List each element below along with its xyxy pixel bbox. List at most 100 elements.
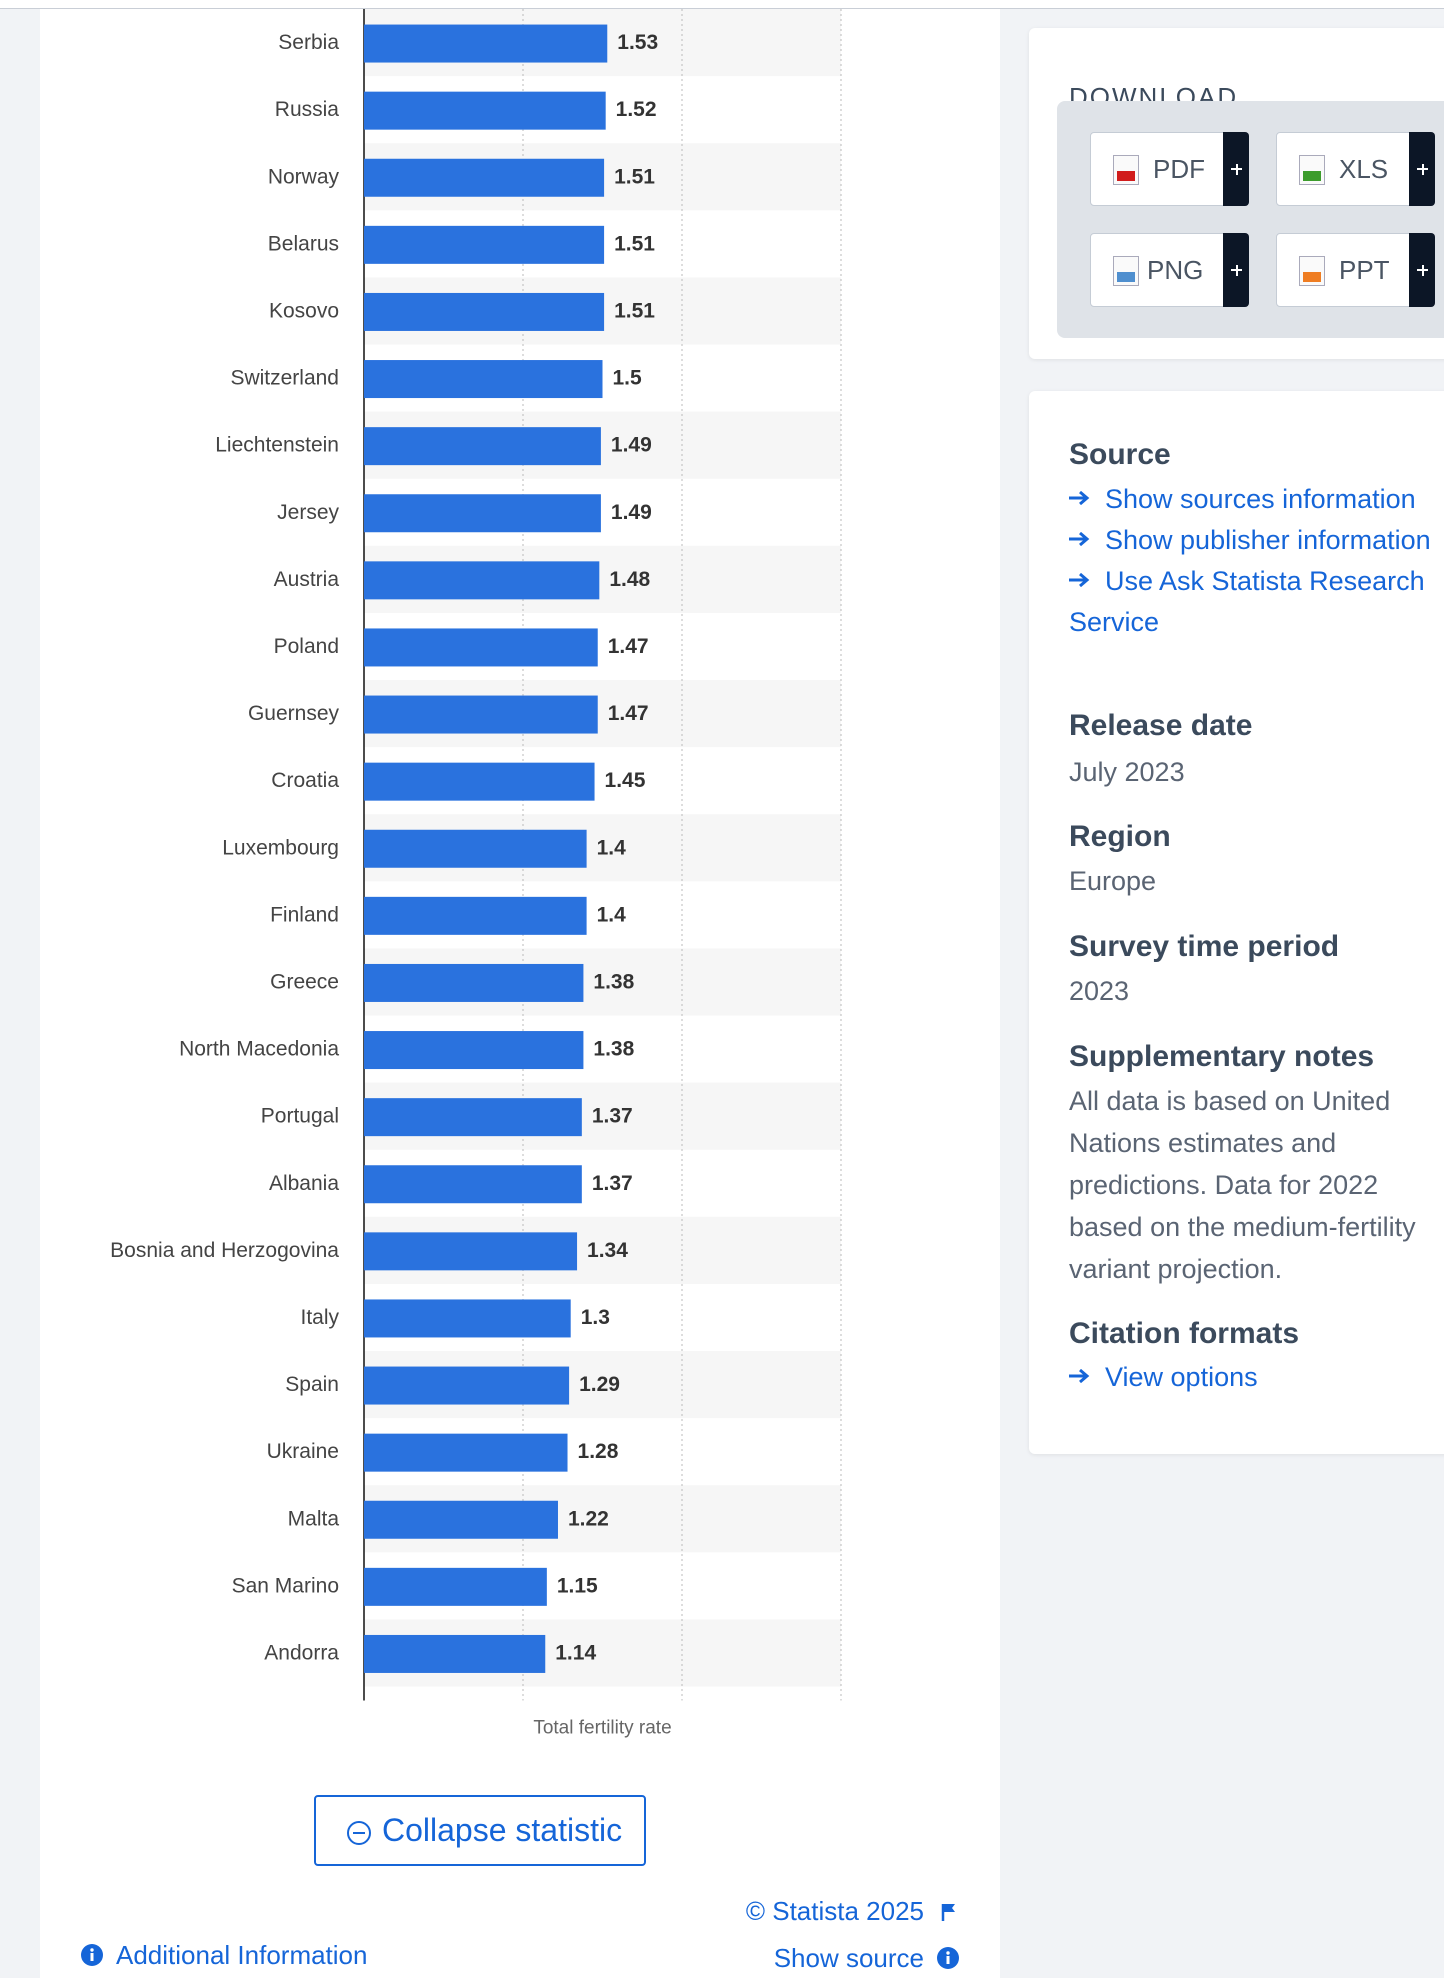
expand-button[interactable] (1223, 132, 1249, 206)
category-label: Norway (268, 165, 340, 188)
bar (364, 1232, 578, 1271)
section-value: 2023 (1069, 976, 1130, 1006)
statistic-card: Serbia 1.53 Russia 1.52 Norway 1.51 Belarus 1.5… (40, 9, 1000, 1978)
category-label: Switzerland (230, 367, 339, 390)
additional-information-link[interactable]: Additional Information (116, 1940, 368, 1970)
bar (364, 896, 587, 935)
format-label: PDF (1153, 154, 1205, 184)
category-label: Italy (300, 1306, 339, 1329)
bar (364, 360, 603, 399)
bar (364, 1366, 570, 1405)
category-label: Greece (270, 970, 339, 993)
value-label: 1.15 (557, 1574, 598, 1597)
bar (364, 963, 584, 1002)
bar (364, 225, 605, 264)
value-label: 1.47 (608, 635, 649, 658)
bar (364, 1299, 571, 1338)
bar (364, 561, 600, 600)
value-label: 1.52 (616, 98, 657, 121)
expand-button[interactable] (1223, 233, 1249, 307)
bar (364, 292, 605, 331)
value-label: 1.51 (614, 232, 655, 255)
category-label: Jersey (277, 501, 339, 524)
category-label: Luxembourg (222, 836, 339, 859)
top-bar (0, 0, 1444, 9)
download-button[interactable]: XLS (1276, 132, 1435, 206)
category-label: Andorra (264, 1641, 339, 1664)
value-label: 1.38 (593, 1038, 634, 1061)
file-icon (1113, 155, 1139, 185)
expand-button[interactable] (1409, 233, 1435, 307)
bar (364, 427, 601, 466)
arrow-icon (1069, 572, 1090, 587)
bar (364, 24, 608, 63)
value-label: 1.4 (597, 903, 627, 926)
category-label: Bosnia and Herzogovina (110, 1239, 339, 1262)
link-text: Show sources information (1105, 484, 1416, 514)
section-title: Release date (1069, 709, 1253, 742)
value-label: 1.48 (609, 568, 650, 591)
value-label: 1.28 (578, 1440, 619, 1463)
value-label: 1.4 (597, 836, 627, 859)
collapse-label: Collapse statistic (382, 1812, 623, 1848)
link-text: Show publisher information (1105, 525, 1431, 555)
download-box: PDF XLS PNG PPT (1057, 101, 1444, 338)
info-icon[interactable] (937, 1947, 959, 1969)
value-label: 1.5 (613, 367, 643, 390)
value-label: 1.3 (581, 1306, 610, 1329)
expand-button[interactable] (1409, 132, 1435, 206)
value-label: 1.49 (611, 434, 652, 457)
value-label: 1.51 (614, 299, 655, 322)
download-button[interactable]: PPT (1276, 233, 1435, 307)
value-label: 1.34 (587, 1239, 628, 1262)
bar (364, 695, 598, 734)
arrow-icon (1069, 490, 1090, 505)
category-label: Croatia (271, 769, 339, 792)
download-card: DOWNLOAD PDF XLS PNG PPT (1029, 28, 1444, 359)
category-label: San Marino (232, 1574, 339, 1597)
link-text: View options (1105, 1362, 1258, 1392)
section-value: July 2023 (1069, 757, 1185, 787)
show-source-link[interactable]: Show source (773, 1943, 924, 1973)
link[interactable]: Show sources information (1069, 479, 1439, 520)
category-label: Guernsey (248, 702, 340, 725)
category-label: Liechtenstein (215, 434, 339, 457)
value-label: 1.37 (592, 1105, 633, 1128)
bar (364, 1634, 546, 1673)
value-label: 1.53 (617, 31, 658, 54)
link[interactable]: Show publisher information (1069, 520, 1439, 561)
link[interactable]: View options (1069, 1357, 1439, 1398)
bar (364, 494, 601, 533)
link[interactable]: Use Ask Statista Research Service (1069, 561, 1439, 643)
category-label: Portugal (261, 1105, 339, 1128)
value-label: 1.47 (608, 702, 649, 725)
category-label: Russia (275, 98, 340, 121)
category-label: Poland (274, 635, 339, 658)
bar (364, 1098, 582, 1137)
download-button[interactable]: PDF (1090, 132, 1249, 206)
value-label: 1.14 (555, 1641, 596, 1664)
value-label: 1.49 (611, 501, 652, 524)
category-label: Belarus (268, 232, 339, 255)
arrow-icon (1069, 531, 1090, 546)
source-links: Show sources information Show publisher … (1069, 479, 1439, 643)
download-button[interactable]: PNG (1090, 233, 1249, 307)
collapse-button[interactable]: Collapse statistic (314, 1795, 646, 1866)
category-label: Kosovo (269, 299, 339, 322)
format-label: PNG (1147, 255, 1204, 285)
section-title: Citation formats (1069, 1317, 1300, 1350)
section-title: Region (1069, 820, 1171, 853)
value-label: 1.45 (605, 769, 646, 792)
bar (364, 1433, 568, 1472)
category-label: Austria (274, 568, 340, 591)
flag-icon[interactable] (940, 1902, 958, 1922)
bar (364, 158, 605, 197)
bar (364, 1165, 582, 1204)
value-label: 1.22 (568, 1507, 609, 1530)
file-icon (1299, 256, 1325, 286)
bar (364, 1500, 558, 1539)
x-axis-title: Total fertility rate (533, 1718, 671, 1739)
copyright-link[interactable]: © Statista 2025 (745, 1896, 924, 1926)
section-title: Supplementary notes (1069, 1040, 1375, 1073)
